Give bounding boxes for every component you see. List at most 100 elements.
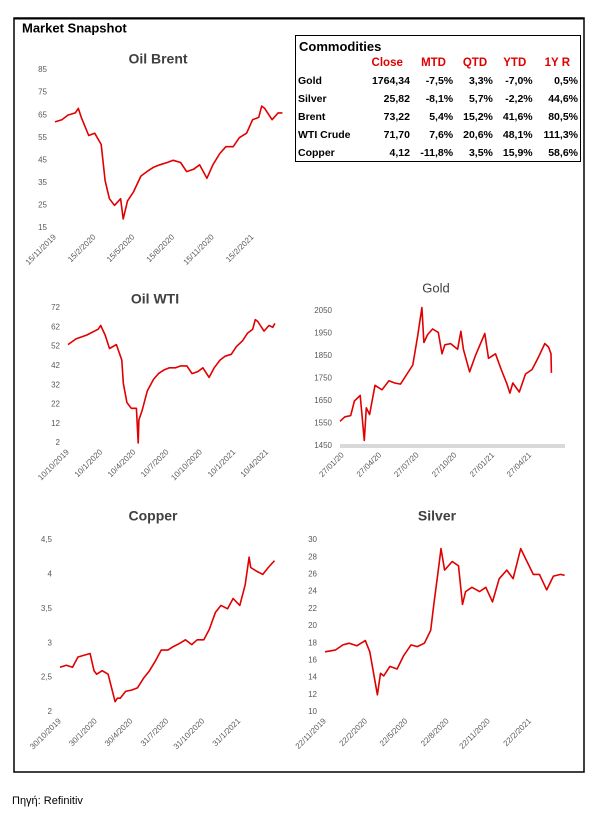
row-label: Brent [298, 111, 326, 123]
y-tick-label: 1550 [314, 419, 332, 428]
y-tick-label: 1750 [314, 374, 332, 383]
row: WTI Crude 71,70 7,6% 20,6% 48,1% 111,3% [296, 126, 580, 144]
cell: 20,6% [463, 129, 493, 141]
cell: 111,3% [543, 129, 578, 141]
x-tick-label: 10/10/2020 [169, 447, 204, 482]
x-tick-label: 10/4/2021 [239, 447, 271, 479]
y-tick-label: 2 [48, 707, 53, 716]
cell: 1764,34 [371, 75, 410, 87]
cell: 71,70 [383, 129, 410, 141]
row-label: WTI Crude [298, 129, 351, 141]
y-tick-label: 22 [51, 400, 60, 409]
cell: 48,1% [502, 129, 533, 141]
y-tick-label: 1950 [314, 329, 332, 338]
chart-title: Gold [422, 280, 449, 295]
x-tick-label: 15/2/2021 [224, 232, 256, 264]
y-tick-label: 28 [308, 552, 317, 561]
x-tick-label: 27/10/20 [430, 450, 459, 479]
line [324, 547, 565, 696]
cell: 41,6% [502, 111, 533, 123]
header-cell [296, 54, 363, 72]
y-tick-label: 24 [308, 587, 317, 596]
y-tick-label: 16 [308, 656, 317, 665]
y-tick-label: 3 [48, 638, 53, 647]
header-row: Close MTD QTD YTD 1Y R [296, 54, 580, 72]
x-tick-label: 27/04/21 [505, 450, 534, 479]
cell: -7,0% [505, 75, 533, 87]
cell: 7,6% [429, 129, 454, 141]
row: Copper 4,12 -11,8% 3,5% 15,9% 58,6% [296, 144, 580, 162]
x-tick-label: 15/11/2020 [182, 232, 217, 267]
chart: Copper 2 2,5 3 3,5 4 4,5 30/10/2019 30/1/2020 30/… [28, 508, 276, 751]
cell: 3,5% [468, 147, 493, 159]
x-tick-label: 22/5/2020 [378, 716, 410, 748]
x-tick-label: 15/2/2020 [66, 232, 98, 264]
y-tick-label: 18 [308, 638, 317, 647]
row-label: Silver [298, 93, 327, 105]
chart: Silver 10 12 14 16 18 20 22 24 26 28 30 22/11/2019 22… [294, 508, 565, 751]
y-tick-label: 52 [51, 342, 60, 351]
line [59, 556, 276, 703]
table-title: Commodities [299, 39, 382, 54]
line [67, 318, 276, 444]
x-tick-label: 15/11/2019 [24, 232, 59, 267]
y-tick-label: 14 [308, 673, 317, 682]
x-tick-label: 27/01/21 [468, 450, 497, 479]
y-tick-label: 4 [48, 570, 53, 579]
y-tick-label: 15 [38, 223, 47, 232]
cell: 5,4% [429, 111, 454, 123]
y-tick-label: 45 [38, 155, 47, 164]
x-tick-label: 22/11/2020 [458, 716, 493, 751]
y-tick-label: 3,5 [41, 604, 53, 613]
column-header: 1Y R [544, 57, 570, 69]
row: Gold 1764,34 -7,5% 3,3% -7,0% 0,5% [296, 72, 580, 90]
cell: 58,6% [548, 147, 578, 159]
x-tick-label: 10/10/2019 [36, 447, 71, 482]
commodities-table: Commodities Close MTD QTD YTD 1Y R Gold 1764,3… [295, 35, 581, 162]
x-tick-label: 30/1/2020 [67, 716, 99, 748]
cell: 80,5% [548, 111, 578, 123]
x-tick-label: 31/7/2020 [139, 716, 171, 748]
y-tick-label: 42 [51, 361, 60, 370]
x-tick-label: 15/5/2020 [105, 232, 137, 264]
y-tick-label: 25 [38, 201, 47, 210]
y-tick-label: 1650 [314, 396, 332, 405]
column-header: YTD [503, 57, 527, 69]
y-tick-label: 30 [308, 535, 317, 544]
cell: 5,7% [468, 93, 493, 105]
cell: 0,5% [554, 75, 578, 87]
table: Close MTD QTD YTD 1Y R Gold 1764,34 -7,5% 3,3% -7… [296, 54, 580, 162]
cell: 15,9% [502, 147, 533, 159]
row: Brent 73,22 5,4% 15,2% 41,6% 80,5% [296, 108, 580, 126]
x-tick-label: 27/07/20 [392, 450, 421, 479]
source: Πηγή: Refinitiv [12, 795, 83, 807]
x-tick-label: 10/7/2020 [139, 447, 171, 479]
y-tick-label: 55 [38, 133, 47, 142]
x-tick-label: 30/10/2019 [28, 716, 63, 751]
column-header: Close [371, 57, 403, 69]
y-tick-label: 10 [308, 707, 317, 716]
chart-title: Silver [418, 508, 457, 524]
x-tick-label: 31/10/2020 [172, 716, 207, 751]
cell: 25,82 [383, 93, 410, 105]
frame [13, 17, 585, 773]
y-tick-label: 12 [51, 419, 60, 428]
x-tick-label: 10/1/2020 [73, 447, 105, 479]
x-tick-label: 22/2/2021 [502, 716, 534, 748]
y-tick-label: 2,5 [41, 673, 53, 682]
x-tick-label: 15/8/2020 [145, 232, 177, 264]
x-tick-label: 22/11/2019 [294, 716, 329, 751]
y-tick-label: 35 [38, 178, 47, 187]
y-tick-label: 85 [38, 65, 47, 74]
y-tick-label: 1450 [314, 441, 332, 450]
x-tick-label: 30/4/2020 [103, 716, 135, 748]
x-tick-label: 22/8/2020 [419, 716, 451, 748]
x-tick-label: 31/1/2021 [211, 716, 243, 748]
x-tick-label: 27/01/20 [317, 450, 346, 479]
y-tick-label: 2 [56, 438, 61, 447]
y-tick-label: 26 [308, 570, 317, 579]
column-header: MTD [421, 57, 446, 69]
